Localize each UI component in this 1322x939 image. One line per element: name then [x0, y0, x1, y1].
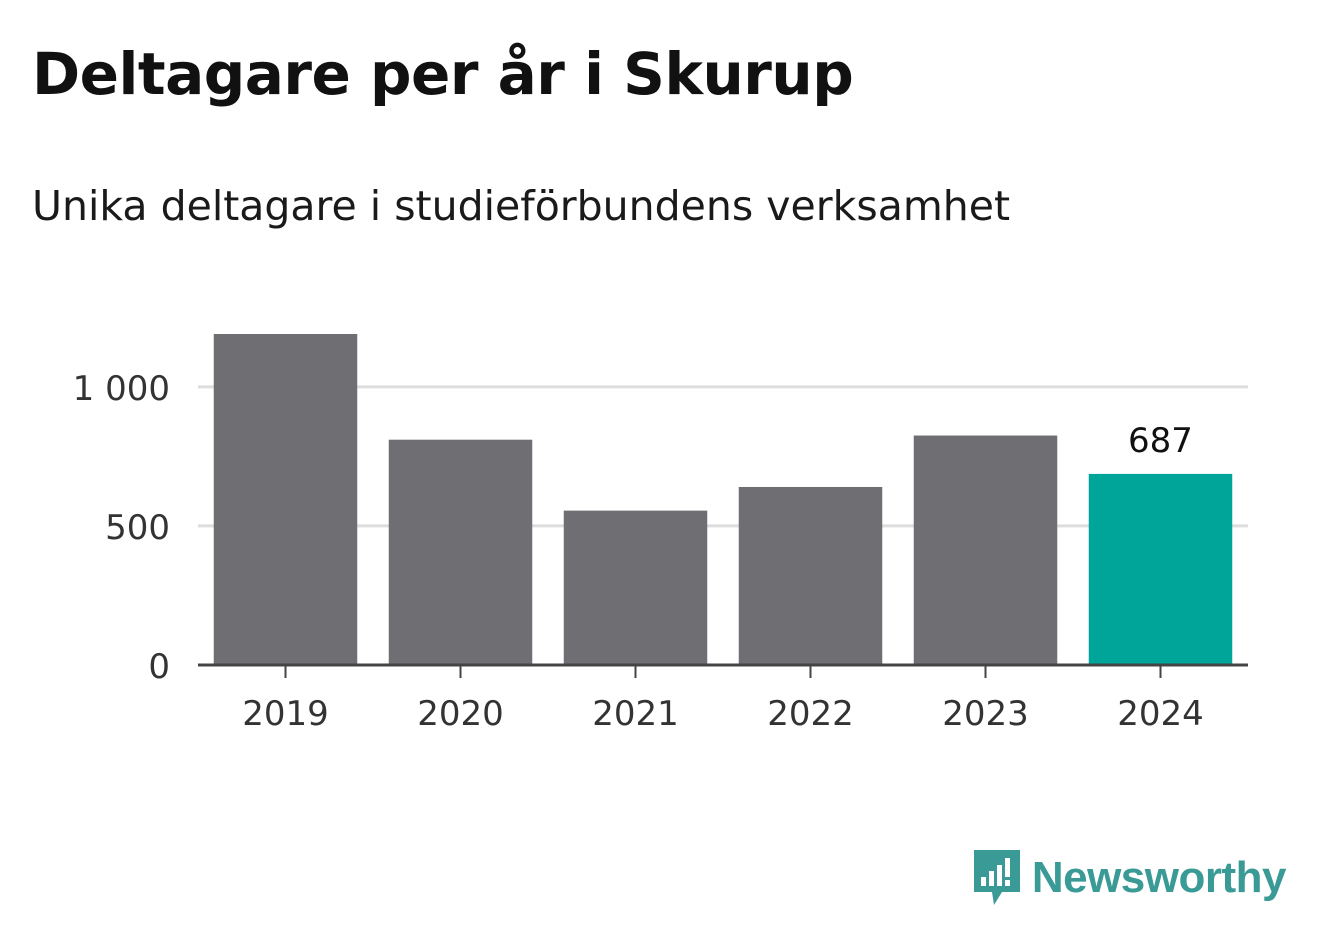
bar-2023 [913, 435, 1058, 665]
bar-2022 [738, 486, 883, 665]
labels: 0 500 1 000 2019 2020 2021 2022 2023 2024 687 [73, 369, 1204, 734]
y-tick-label: 0 [148, 647, 170, 687]
y-tick-label: 1 000 [73, 369, 170, 409]
x-tick-label: 2022 [767, 694, 854, 734]
data-label: 687 [1128, 421, 1193, 461]
y-tick-label: 500 [105, 508, 170, 548]
x-tick-label: 2024 [1117, 694, 1204, 734]
bar-2021 [563, 510, 708, 665]
newsworthy-logo-icon [973, 850, 1020, 905]
bar-2020 [388, 439, 533, 665]
bars [213, 334, 1233, 665]
gridlines [198, 385, 1248, 528]
x-axis [198, 663, 1248, 678]
brand-name: Newsworthy [1031, 853, 1287, 902]
x-tick-label: 2020 [417, 694, 504, 734]
bar-2024 [1088, 473, 1233, 665]
x-tick-label: 2023 [942, 694, 1029, 734]
chart-subtitle: Unika deltagare i studieförbundens verks… [32, 182, 1011, 230]
x-tick-label: 2019 [242, 694, 329, 734]
newsworthy-brand: Newsworthy [972, 848, 1287, 908]
chart-title: Deltagare per år i Skurup [32, 40, 854, 108]
x-tick-label: 2021 [592, 694, 679, 734]
bar-2019 [213, 334, 358, 665]
